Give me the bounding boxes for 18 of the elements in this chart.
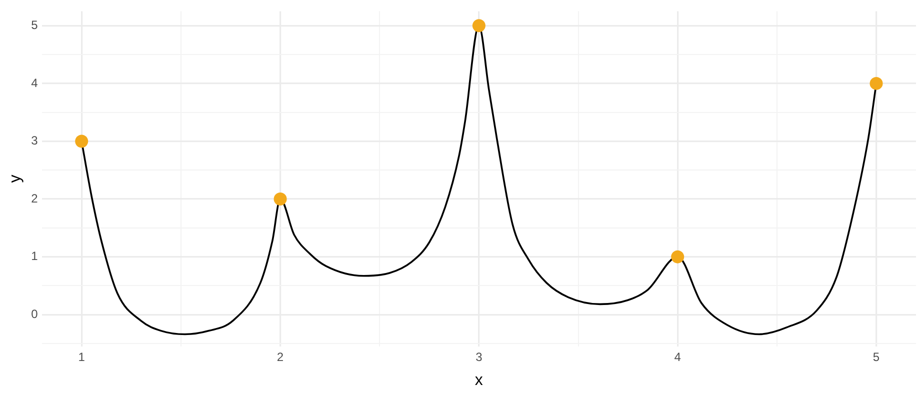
x-tick-label: 3	[476, 350, 483, 364]
y-axis-title: y	[7, 174, 24, 183]
y-tick-label: 2	[31, 191, 38, 206]
y-tick-label: 5	[31, 18, 38, 32]
y-tick-label: 0	[31, 306, 38, 321]
x-axis-title: x	[474, 372, 483, 389]
point	[274, 192, 287, 206]
y-tick-label: 3	[31, 134, 38, 148]
point	[75, 134, 88, 148]
y-tick-label: 1	[31, 249, 38, 264]
x-tick-label: 1	[78, 350, 86, 364]
x-tick-label: 4	[674, 350, 682, 364]
x-tick-label: 5	[872, 350, 880, 364]
x-tick-label: 2	[276, 350, 284, 364]
point	[472, 19, 486, 32]
y-tick-label: 4	[31, 76, 38, 90]
point	[671, 250, 684, 264]
point	[870, 76, 883, 90]
